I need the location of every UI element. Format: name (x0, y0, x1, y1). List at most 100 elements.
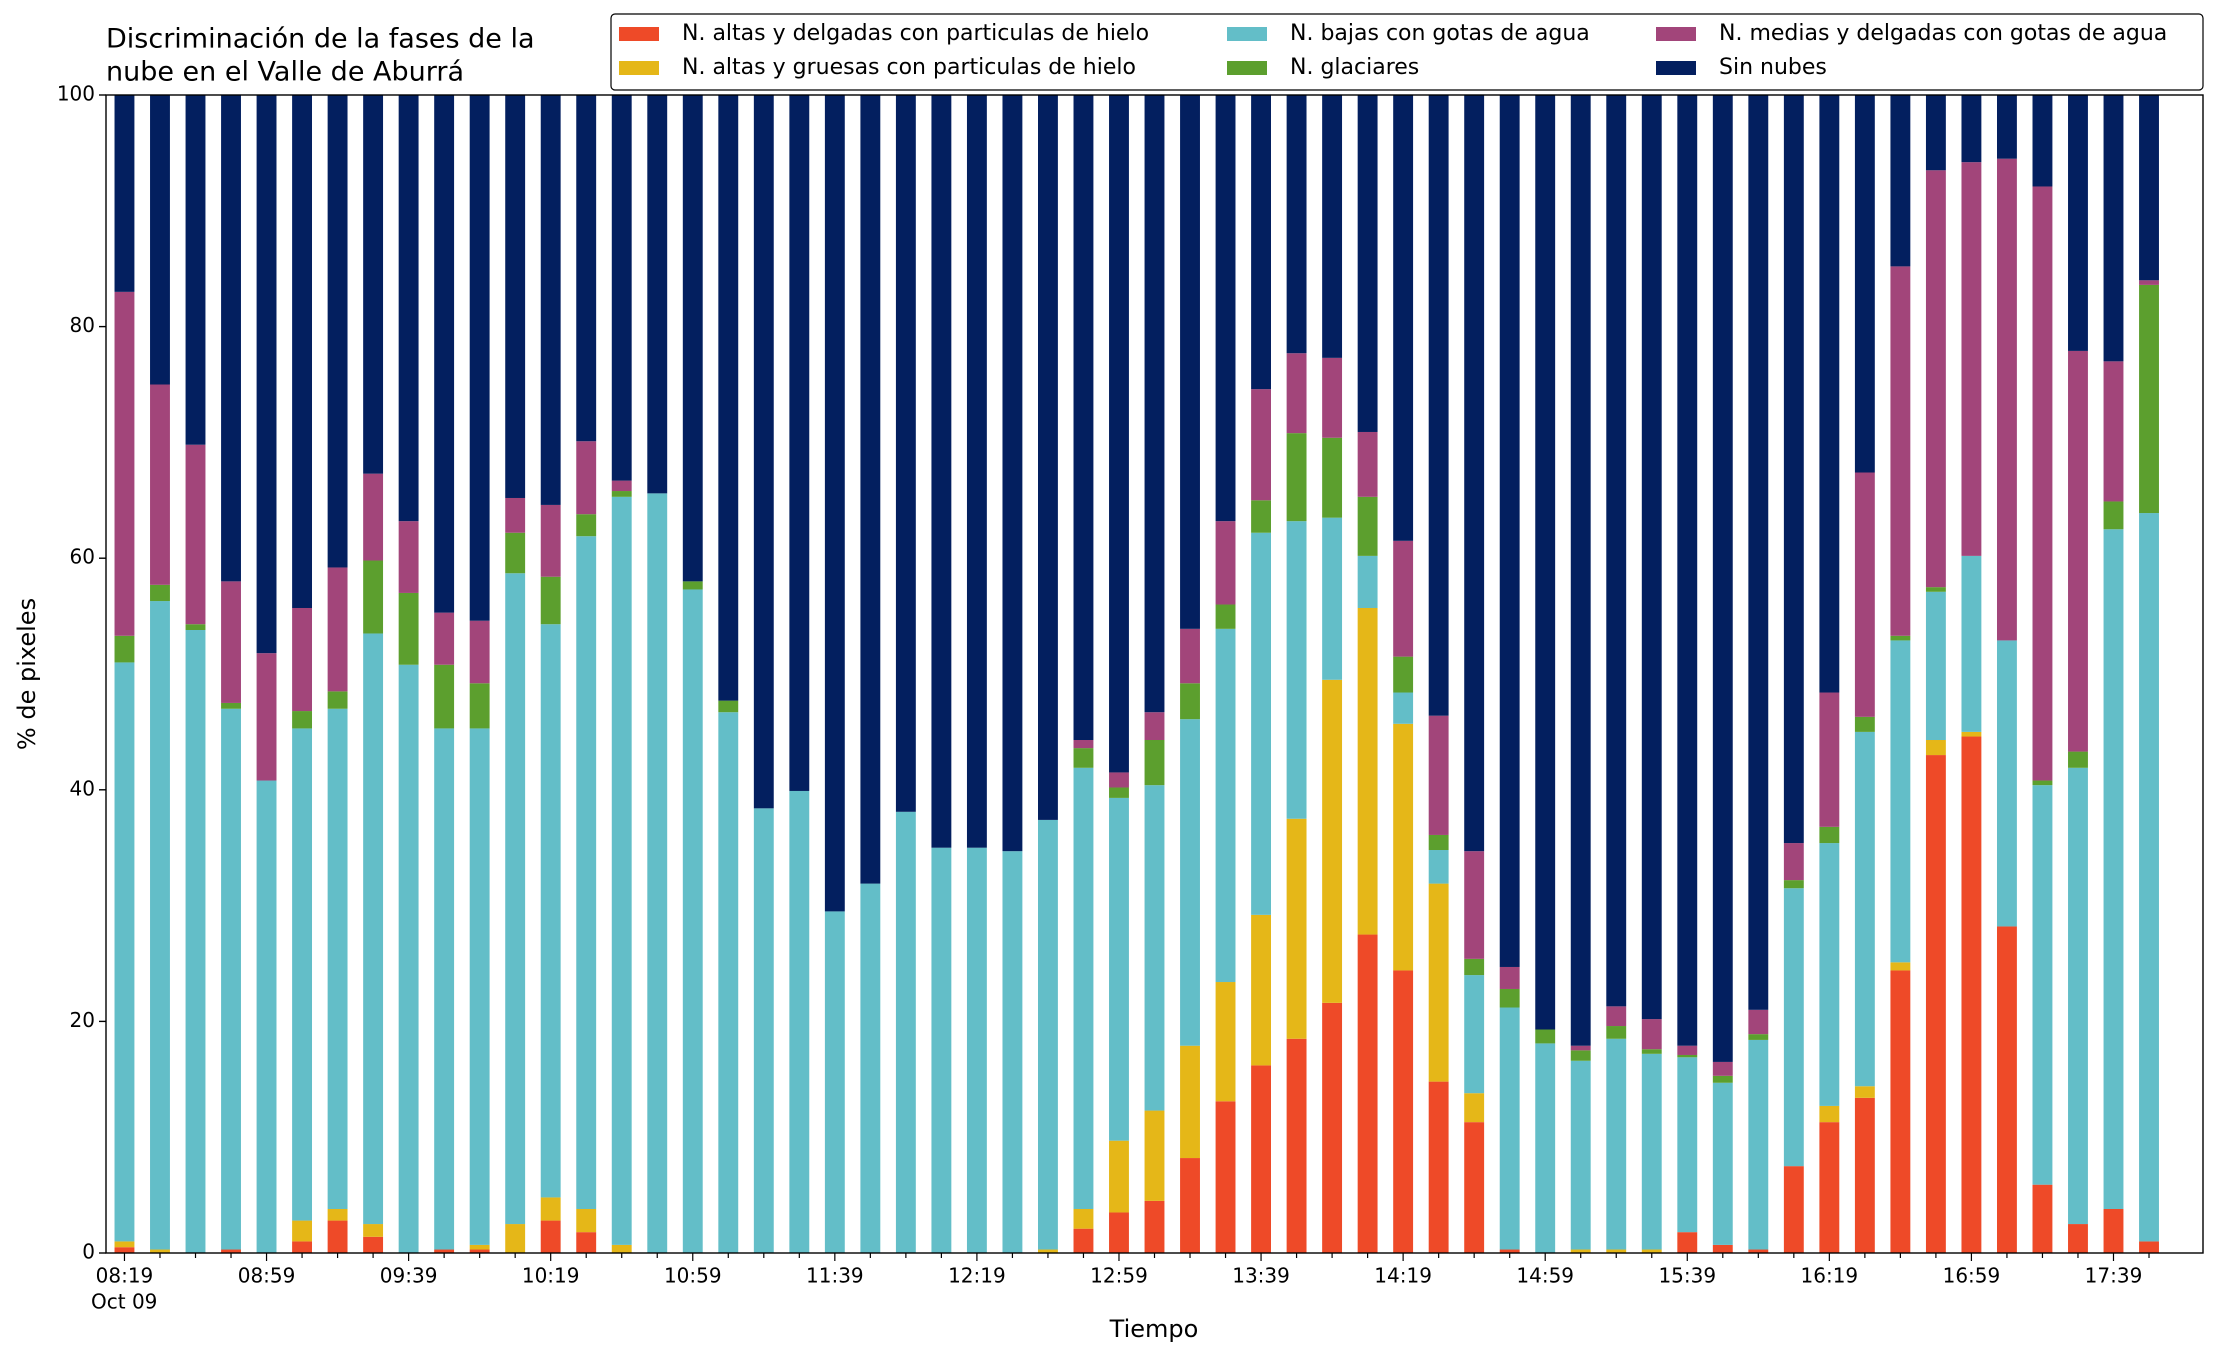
bar-segment (1535, 95, 1556, 1030)
legend-label: N. altas y delgadas con particulas de hi… (682, 21, 1149, 46)
bar-segment (1038, 1249, 1058, 1253)
bar-segment (860, 95, 881, 884)
bar-segment (1641, 1053, 1662, 1250)
bar-segment (1144, 785, 1165, 1111)
y-tick-label: 80 (70, 313, 95, 337)
bar-segment (469, 728, 490, 1245)
bar-segment (1819, 843, 1840, 1106)
bar-segment (114, 662, 135, 1242)
plot-frame (105, 94, 2204, 1254)
bar-segment (1393, 692, 1414, 724)
bar-segment (1783, 888, 1804, 1167)
bar-segment (1428, 715, 1449, 835)
bar-segment (150, 584, 170, 602)
bar-segment (1606, 1006, 1627, 1027)
bar-segment (1464, 1093, 1485, 1123)
bar-segment (789, 95, 810, 791)
legend-swatch (1227, 61, 1267, 75)
bar-segment (1251, 532, 1271, 915)
bar-segment (292, 728, 313, 1221)
x-tick-label: 16:19 (1801, 1264, 1859, 1288)
bar-segment (2068, 767, 2088, 1225)
legend-swatch (1227, 27, 1267, 41)
y-axis-label: % de pixeles (13, 598, 41, 750)
bar-segment (505, 1224, 526, 1253)
legend-label: N. medias y delgadas con gotas de agua (1719, 21, 2167, 46)
bar-segment (1038, 819, 1058, 1250)
bar-segment (1144, 712, 1165, 741)
bar-segment (1783, 95, 1804, 844)
bar-segment (1783, 843, 1804, 881)
bar-segment (2103, 1208, 2124, 1253)
bar-segment (1428, 1081, 1449, 1253)
bar-segment (1570, 1060, 1591, 1250)
bar-segment (1286, 521, 1307, 819)
y-tick-label: 20 (70, 1008, 95, 1032)
bar-segment (363, 1236, 384, 1253)
bar-segment (1712, 1082, 1733, 1245)
x-tick-label: 13:39 (1232, 1264, 1290, 1288)
bar-segment (1428, 95, 1449, 716)
bar-segment (434, 664, 455, 729)
bar-segment (1854, 1097, 1875, 1253)
bar-segment (1854, 95, 1875, 473)
legend-label: Sin nubes (1719, 55, 1827, 80)
bar-segment (2139, 280, 2159, 285)
bar-segment (860, 883, 881, 1253)
bar-segment (1535, 1043, 1556, 1253)
x-tick-label: 14:19 (1374, 1264, 1432, 1288)
bar-segment (2068, 1224, 2088, 1253)
bar-segment (1251, 500, 1271, 533)
bar-segment (1286, 433, 1307, 522)
bar-segment (363, 633, 384, 1225)
legend-label: N. bajas con gotas de agua (1290, 21, 1590, 46)
bar-segment (1322, 357, 1343, 438)
bar-segment (1464, 851, 1485, 959)
x-tick-label: 12:19 (948, 1264, 1006, 1288)
y-tick-label: 0 (82, 1240, 95, 1264)
bar-segment (363, 560, 384, 634)
x-tick-label: 10:59 (664, 1264, 722, 1288)
chart-title: nube en el Valle de Aburrá (106, 57, 464, 88)
bar-segment (1357, 431, 1378, 497)
bar-segment (576, 95, 597, 442)
bar-segment (611, 1244, 632, 1253)
bar-segment (2139, 95, 2159, 281)
bar-segment (1819, 1105, 1840, 1123)
bar-segment (1677, 1045, 1698, 1055)
bar-segment (1890, 640, 1911, 963)
bar-segment (1641, 1249, 1662, 1253)
x-tick-label: 09:39 (380, 1264, 438, 1288)
bar-segment (363, 473, 384, 561)
bar-segment (1073, 740, 1094, 749)
bar-segment (576, 514, 597, 537)
bar-segment (576, 1232, 597, 1253)
bar-segment (398, 521, 419, 593)
bar-segment (824, 911, 845, 1253)
bar-segment (895, 95, 916, 812)
legend-label: N. glaciares (1290, 55, 1419, 80)
bar-segment (1748, 95, 1769, 1010)
bar-segment (327, 691, 348, 709)
bar-segment (1357, 555, 1378, 608)
bar-segment (1286, 1038, 1307, 1253)
bar-segment (2068, 751, 2088, 768)
bar-segment (114, 1241, 135, 1248)
bar-segment (1144, 1200, 1165, 1253)
bar-segment (114, 291, 135, 636)
legend-swatch (619, 61, 659, 75)
bar-segment (1109, 787, 1129, 798)
bar-segment (1073, 95, 1094, 741)
bar-segment (718, 700, 739, 713)
bar-segment (1961, 162, 1982, 556)
bar-segment (611, 480, 632, 492)
bar-segment (327, 708, 348, 1209)
bar-segment (2032, 186, 2053, 781)
bar-segment (1464, 958, 1485, 976)
bar-segment (1286, 353, 1307, 434)
chart-title: Discriminación de la fases de la (106, 24, 535, 55)
bar-segment (1393, 970, 1414, 1253)
bar-segment (469, 620, 490, 684)
bar-segment (1606, 95, 1627, 1007)
bar-segment (1783, 1166, 1804, 1253)
